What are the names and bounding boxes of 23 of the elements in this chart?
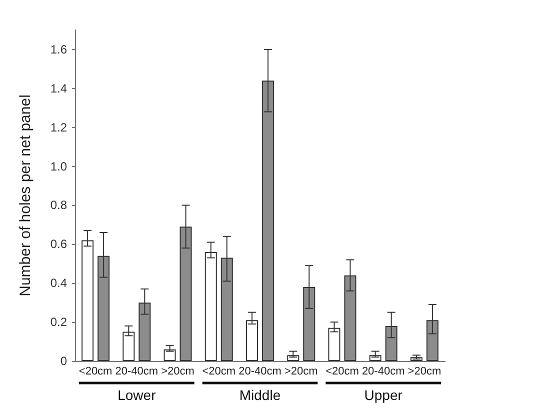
text: Lower — [118, 387, 156, 403]
y-axis-title: Number of holes per net panel — [17, 94, 34, 296]
x-tick-label: >20cm — [284, 366, 318, 378]
x-tick-label: <20cm — [78, 366, 112, 378]
y-tick-label: 0.4 — [50, 276, 68, 290]
x-tick-label: >20cm — [161, 366, 194, 378]
y-tick-label: 1.0 — [50, 159, 68, 174]
y-tick-label: 0.8 — [50, 198, 68, 212]
x-tick-label: <20cm — [202, 366, 236, 378]
x-tick-label: >20cm — [408, 366, 442, 378]
y-tick-label: 1.2 — [50, 120, 68, 134]
x-tick-label: 20-40cm — [362, 366, 405, 378]
y-tick-label: 0.6 — [50, 237, 68, 252]
bar — [164, 349, 176, 361]
x-tick-label: 20-40cm — [115, 366, 158, 378]
text: Middle — [239, 387, 281, 403]
x-tick-label: 20-40cm — [238, 366, 282, 378]
y-tick-label: 1.6 — [50, 42, 68, 56]
y-tick-label: 0 — [60, 354, 68, 368]
y-tick-label: 0.2 — [50, 315, 68, 330]
y-tick-label: 1.4 — [50, 81, 68, 96]
x-tick-label: <20cm — [326, 366, 359, 378]
text: Upper — [364, 387, 403, 403]
